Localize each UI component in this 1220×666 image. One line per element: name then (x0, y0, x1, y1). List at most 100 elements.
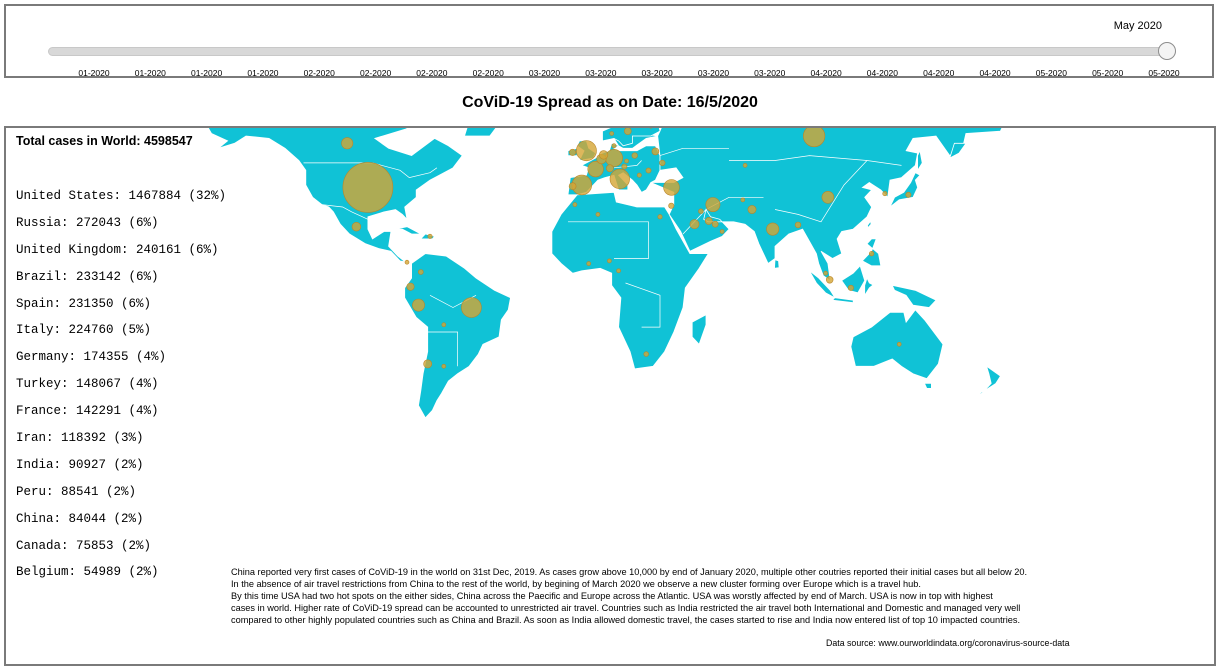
narrative-line: By this time USA had two hot spots on th… (231, 590, 1171, 602)
case-bubble-japan[interactable] (906, 192, 911, 197)
case-bubble-portugal[interactable] (569, 183, 576, 190)
case-bubble-oman[interactable] (720, 230, 724, 234)
total-cases: Total cases in World: 4598547 (16, 134, 193, 148)
case-bubble-kazakhstan[interactable] (743, 163, 747, 167)
slider-tick-label: 02-2020 (416, 68, 447, 78)
case-bubble-norway[interactable] (610, 132, 614, 136)
case-bubble-united-states[interactable] (343, 162, 393, 212)
case-bubble-turkey[interactable] (664, 180, 680, 196)
case-bubble-south-korea[interactable] (883, 191, 887, 195)
landmass-sakhalin (918, 151, 923, 171)
case-bubble-iran[interactable] (706, 198, 720, 212)
case-bubble-singapore[interactable] (826, 276, 833, 283)
case-bubble-czechia[interactable] (625, 159, 629, 163)
landmass-madagascar (692, 315, 706, 345)
case-bubble-china[interactable] (822, 191, 834, 203)
case-bubble-colombia[interactable] (418, 270, 423, 275)
country-case-item: Brazil: 233142 (6%) (16, 267, 226, 294)
case-bubble-netherlands[interactable] (599, 151, 608, 160)
case-bubble-pakistan[interactable] (748, 205, 756, 213)
case-bubble-algeria[interactable] (596, 212, 600, 216)
country-case-item: Russia: 272043 (6%) (16, 213, 226, 240)
landmass-java (833, 298, 854, 303)
case-bubble-chile[interactable] (424, 360, 432, 368)
case-bubble-sweden[interactable] (624, 128, 631, 135)
case-bubble-romania[interactable] (646, 168, 651, 173)
case-bubble-united-kingdom[interactable] (576, 141, 596, 161)
country-case-item: Spain: 231350 (6%) (16, 294, 226, 321)
case-bubble-brazil[interactable] (461, 298, 481, 318)
slider-tick-label: 03-2020 (642, 68, 673, 78)
slider-tick-label: 02-2020 (360, 68, 391, 78)
case-bubble-peru[interactable] (412, 299, 424, 311)
case-bubble-germany[interactable] (605, 149, 622, 166)
country-case-item: Germany: 174355 (4%) (16, 347, 226, 374)
map-panel: Total cases in World: 4598547 United Sta… (4, 126, 1216, 666)
slider-tick-label: 02-2020 (473, 68, 504, 78)
case-bubble-argentina[interactable] (442, 364, 446, 368)
slider-tick-label: 05-2020 (1148, 68, 1179, 78)
case-bubble-india[interactable] (767, 223, 779, 235)
case-bubble-belarus[interactable] (652, 148, 659, 155)
case-bubble-morocco[interactable] (573, 203, 577, 207)
case-bubble-kuwait[interactable] (699, 209, 704, 214)
slider-tick-label: 01-2020 (247, 68, 278, 78)
case-bubble-panama[interactable] (405, 260, 409, 264)
slider-tick-label: 05-2020 (1092, 68, 1123, 78)
case-bubble-poland[interactable] (632, 153, 638, 159)
slider-tick-label: 04-2020 (979, 68, 1010, 78)
case-bubble-cameroon[interactable] (617, 269, 621, 273)
case-bubble-nigeria[interactable] (607, 259, 611, 263)
narrative-line: cases in world. Higher rate of CoViD-19 … (231, 602, 1171, 614)
case-bubble-philippines[interactable] (869, 251, 874, 256)
slider-tick-label: 03-2020 (754, 68, 785, 78)
case-bubble-indonesia[interactable] (848, 285, 853, 290)
case-bubble-afghanistan[interactable] (741, 198, 745, 202)
case-bubble-egypt[interactable] (658, 215, 662, 219)
case-bubble-ecuador[interactable] (407, 283, 414, 290)
slider-tick-label: 05-2020 (1036, 68, 1067, 78)
case-bubble-australia[interactable] (897, 342, 901, 346)
landmass-new-guinea (892, 285, 936, 307)
case-bubble-denmark[interactable] (612, 144, 616, 148)
country-case-item: United Kingdom: 240161 (6%) (16, 240, 226, 267)
case-bubble-italy[interactable] (610, 169, 630, 189)
slider-tick-label: 04-2020 (867, 68, 898, 78)
case-bubble-south-africa[interactable] (644, 352, 649, 357)
slider-tick-label: 03-2020 (698, 68, 729, 78)
case-bubble-austria[interactable] (622, 164, 627, 169)
case-bubble-malaysia[interactable] (824, 271, 828, 275)
case-bubble-uae[interactable] (712, 221, 718, 227)
case-bubble-ireland[interactable] (569, 149, 575, 155)
case-bubble-ukraine[interactable] (660, 160, 666, 166)
case-bubble-bolivia[interactable] (442, 323, 446, 327)
top-countries-list: United States: 1467884 (32%)Russia: 2720… (16, 186, 226, 589)
slider-tick-label: 03-2020 (529, 68, 560, 78)
landmass-sumatra (810, 271, 835, 298)
case-bubble-switzerland[interactable] (606, 165, 613, 172)
case-bubble-russia[interactable] (803, 128, 825, 147)
page-title: CoViD-19 Spread as on Date: 16/5/2020 (0, 94, 1220, 112)
landmass-tasmania (925, 383, 932, 388)
country-case-item: United States: 1467884 (32%) (16, 186, 226, 213)
case-bubble-serbia[interactable] (637, 173, 641, 177)
narrative-line: In the absence of air travel restriction… (231, 578, 1171, 590)
case-bubble-mexico[interactable] (352, 222, 361, 231)
slider-tick-label: 04-2020 (923, 68, 954, 78)
slider-thumb[interactable] (1158, 42, 1176, 60)
country-case-item: Canada: 75853 (2%) (16, 536, 226, 563)
landmass-sri-lanka (775, 260, 780, 269)
case-bubble-qatar[interactable] (705, 217, 712, 224)
slider-track[interactable] (48, 47, 1176, 56)
case-bubble-saudi-arabia[interactable] (690, 220, 699, 229)
case-bubble-bangladesh[interactable] (795, 222, 801, 228)
case-bubble-dominican-republic[interactable] (428, 234, 432, 238)
case-bubble-ghana[interactable] (587, 262, 591, 266)
slider-tick-label: 01-2020 (78, 68, 109, 78)
landmass-taiwan (868, 221, 872, 228)
case-bubble-canada[interactable] (342, 138, 353, 149)
landmass-greenland (430, 128, 550, 136)
case-bubble-israel[interactable] (669, 203, 674, 208)
